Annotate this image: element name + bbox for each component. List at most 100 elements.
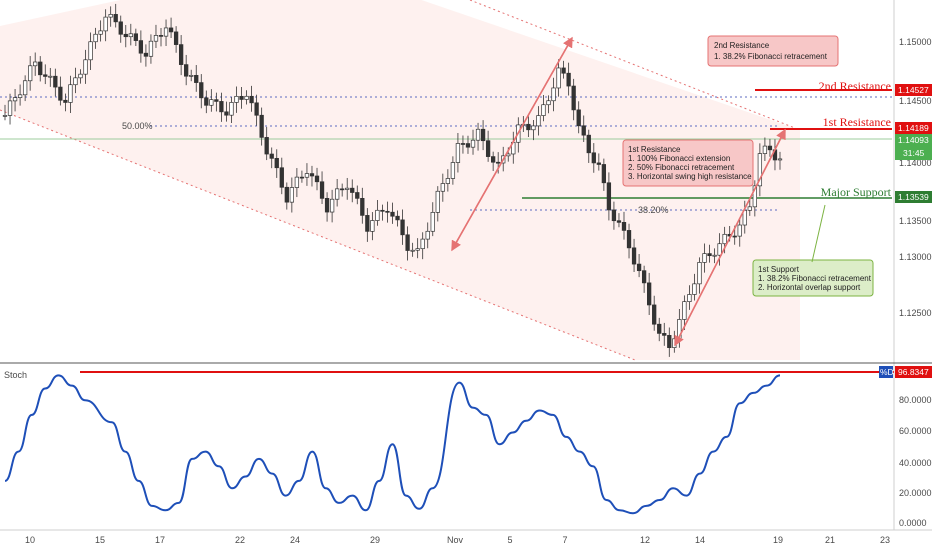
candle-body <box>264 137 269 155</box>
candle-body <box>12 97 18 102</box>
x-tick-label: 10 <box>25 535 35 545</box>
candle-body <box>63 99 68 103</box>
candle-body <box>435 190 440 213</box>
candle-body <box>113 14 118 23</box>
x-tick-label: 22 <box>235 535 245 545</box>
2nd-resistance-price: 1.14527 <box>898 85 929 95</box>
candle-body <box>319 181 325 199</box>
stoch-pane-label: Stoch <box>4 370 27 380</box>
x-tick-label: Nov <box>447 535 464 545</box>
major-support-price-badge: 1.13539 <box>895 191 932 203</box>
candle-body <box>274 157 279 169</box>
candle-body <box>657 323 662 334</box>
candle-body <box>611 209 617 222</box>
swing-arrow-down-2 <box>674 129 786 347</box>
x-tick-label: 7 <box>562 535 567 545</box>
1st-resistance-note-line-2: 2. 50% Fibonacci retracement <box>628 163 735 172</box>
candle-body <box>687 294 692 303</box>
candle-body <box>299 176 305 179</box>
candle-body <box>430 212 435 232</box>
stoch-line <box>4 374 781 515</box>
candle-body <box>239 95 244 100</box>
candle-body <box>591 152 596 164</box>
candle-body <box>7 100 13 116</box>
candle-body <box>148 40 154 57</box>
candle-body <box>375 209 380 221</box>
channel-lower-line <box>0 109 636 361</box>
candle-body <box>259 114 264 138</box>
x-tick-label: 14 <box>695 535 705 545</box>
candle-body <box>631 247 637 265</box>
major-support-price: 1.13539 <box>898 192 929 202</box>
candle-body <box>561 67 566 74</box>
candle-body <box>28 65 33 82</box>
candle-body <box>722 233 727 245</box>
stoch-d-badge-text: %D <box>880 367 894 377</box>
1st-resistance-note-line-3: 3. Horizontal swing high resistance <box>628 172 752 181</box>
swing-arrow-down-1 <box>451 37 573 252</box>
candle-body <box>662 333 667 336</box>
candle-body <box>576 109 581 127</box>
candle-body <box>153 35 159 42</box>
candle-body <box>702 253 707 263</box>
x-axis-ticks: 10 15 17 22 24 29 Nov 5 7 12 14 19 21 23 <box>25 535 890 545</box>
candle-body <box>551 87 556 102</box>
candle-body <box>194 74 199 83</box>
stoch-y-tick-4: 20.0000 <box>899 488 932 498</box>
candle-body <box>189 74 194 77</box>
candle-body <box>445 178 451 184</box>
candle-body <box>566 72 571 87</box>
candle-body <box>616 220 622 223</box>
x-tick-label: 12 <box>640 535 650 545</box>
candle-body <box>279 167 284 188</box>
candle-body <box>93 33 98 43</box>
candle-body <box>541 104 546 116</box>
candle-body <box>717 243 722 256</box>
candle-body <box>138 40 144 54</box>
candle-body <box>309 173 315 177</box>
x-tick-label: 15 <box>95 535 105 545</box>
fib-50-label: 50.00% <box>122 121 153 131</box>
1st-resistance-price: 1.14189 <box>898 123 929 133</box>
candle-body <box>73 77 78 86</box>
candle-body <box>229 102 234 116</box>
y-tick-1: 1.15000 <box>899 37 932 47</box>
candle-body <box>143 52 149 57</box>
1st-support-note-title: 1st Support <box>758 265 800 274</box>
x-tick-label: 24 <box>290 535 300 545</box>
candle-body <box>68 84 73 103</box>
2nd-resistance-note-line-1: 1. 38.2% Fibonacci retracement <box>714 52 828 61</box>
candle-body <box>78 73 83 79</box>
candle-body <box>641 270 647 284</box>
2nd-resistance-price-badge: 1.14527 <box>895 84 932 96</box>
x-tick-label: 19 <box>773 535 783 545</box>
candle-body <box>405 234 410 251</box>
candle-body <box>173 31 179 45</box>
candle-body <box>294 176 300 188</box>
candle-body <box>209 99 214 106</box>
candle-body <box>234 95 239 103</box>
candle-body <box>324 198 330 213</box>
candle-body <box>621 222 627 231</box>
candle-body <box>697 262 702 285</box>
candle-body <box>370 220 375 232</box>
candle-body <box>355 192 360 199</box>
candle-body <box>742 209 747 226</box>
candle-body <box>98 30 103 35</box>
candle-body <box>178 44 184 65</box>
candle-body <box>732 235 737 238</box>
candle-body <box>33 61 38 67</box>
candle-body <box>531 125 536 131</box>
candle-body <box>747 206 752 211</box>
candle-body <box>304 173 310 178</box>
candle-body <box>380 209 385 212</box>
candle-body <box>385 210 390 213</box>
stoch-value-badge <box>895 366 932 378</box>
candle-body <box>767 145 773 151</box>
candle-body <box>360 198 365 216</box>
candle-body <box>83 59 88 75</box>
x-tick-label: 23 <box>880 535 890 545</box>
candle-body <box>254 102 259 116</box>
1st-resistance-label: 1st Resistance <box>823 115 891 129</box>
